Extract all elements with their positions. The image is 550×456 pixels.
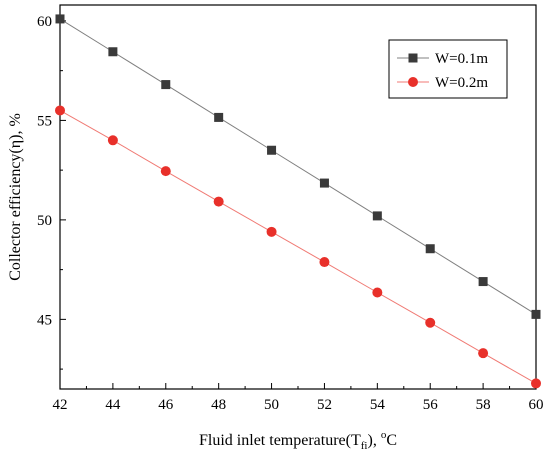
data-point-square — [531, 309, 541, 319]
data-point-circle — [213, 196, 224, 207]
x-tick-label: 58 — [476, 397, 491, 413]
x-axis-ticks: 42 44 46 48 50 52 54 56 58 60 — [53, 383, 544, 413]
series-layer — [55, 14, 541, 389]
x-tick-label: 60 — [529, 397, 544, 413]
legend-box — [388, 39, 508, 99]
x-tick-label: 50 — [264, 397, 279, 413]
data-point-square — [108, 47, 118, 57]
data-point-circle — [372, 287, 383, 298]
data-point-square — [478, 277, 488, 287]
y-axis-title: Collector efficiency(η), % — [7, 113, 24, 281]
legend-circle-marker — [408, 77, 418, 87]
series-line — [59, 110, 537, 384]
x-tick-label: 44 — [105, 397, 121, 413]
data-point-square — [214, 112, 224, 122]
data-point-circle — [531, 378, 541, 389]
y-tick-label: 50 — [37, 213, 52, 229]
data-point-circle — [478, 348, 489, 359]
legend-label: W=0.1m — [435, 51, 488, 67]
data-point-circle — [425, 317, 436, 328]
data-point-square — [55, 14, 65, 24]
data-point-square — [425, 244, 435, 254]
legend: W=0.1m W=0.2m — [388, 39, 508, 99]
data-point-square — [372, 211, 382, 221]
x-tick-label: 46 — [158, 397, 174, 413]
data-point-circle — [266, 226, 277, 237]
legend-square-marker — [408, 53, 418, 63]
x-tick-label: 56 — [423, 397, 439, 413]
series-line — [59, 18, 537, 315]
data-point-circle — [160, 166, 171, 177]
y-axis-ticks: 45 50 55 60 — [37, 14, 66, 370]
data-point-square — [319, 178, 329, 188]
data-point-circle — [107, 135, 118, 146]
x-tick-label: 48 — [211, 397, 226, 413]
data-point-circle — [55, 105, 65, 116]
series-2 — [55, 105, 541, 389]
legend-label: W=0.2m — [435, 75, 488, 91]
x-tick-label: 52 — [317, 397, 332, 413]
data-point-square — [267, 145, 277, 155]
data-point-circle — [319, 257, 330, 268]
y-tick-label: 60 — [37, 14, 52, 30]
x-tick-label: 42 — [53, 397, 68, 413]
series-1 — [55, 14, 541, 319]
y-tick-label: 55 — [37, 113, 52, 129]
y-tick-label: 45 — [37, 312, 52, 328]
x-axis-title: Fluid inlet temperature(Tfi), oC — [199, 429, 397, 452]
x-tick-label: 54 — [370, 397, 386, 413]
data-point-square — [161, 80, 171, 90]
